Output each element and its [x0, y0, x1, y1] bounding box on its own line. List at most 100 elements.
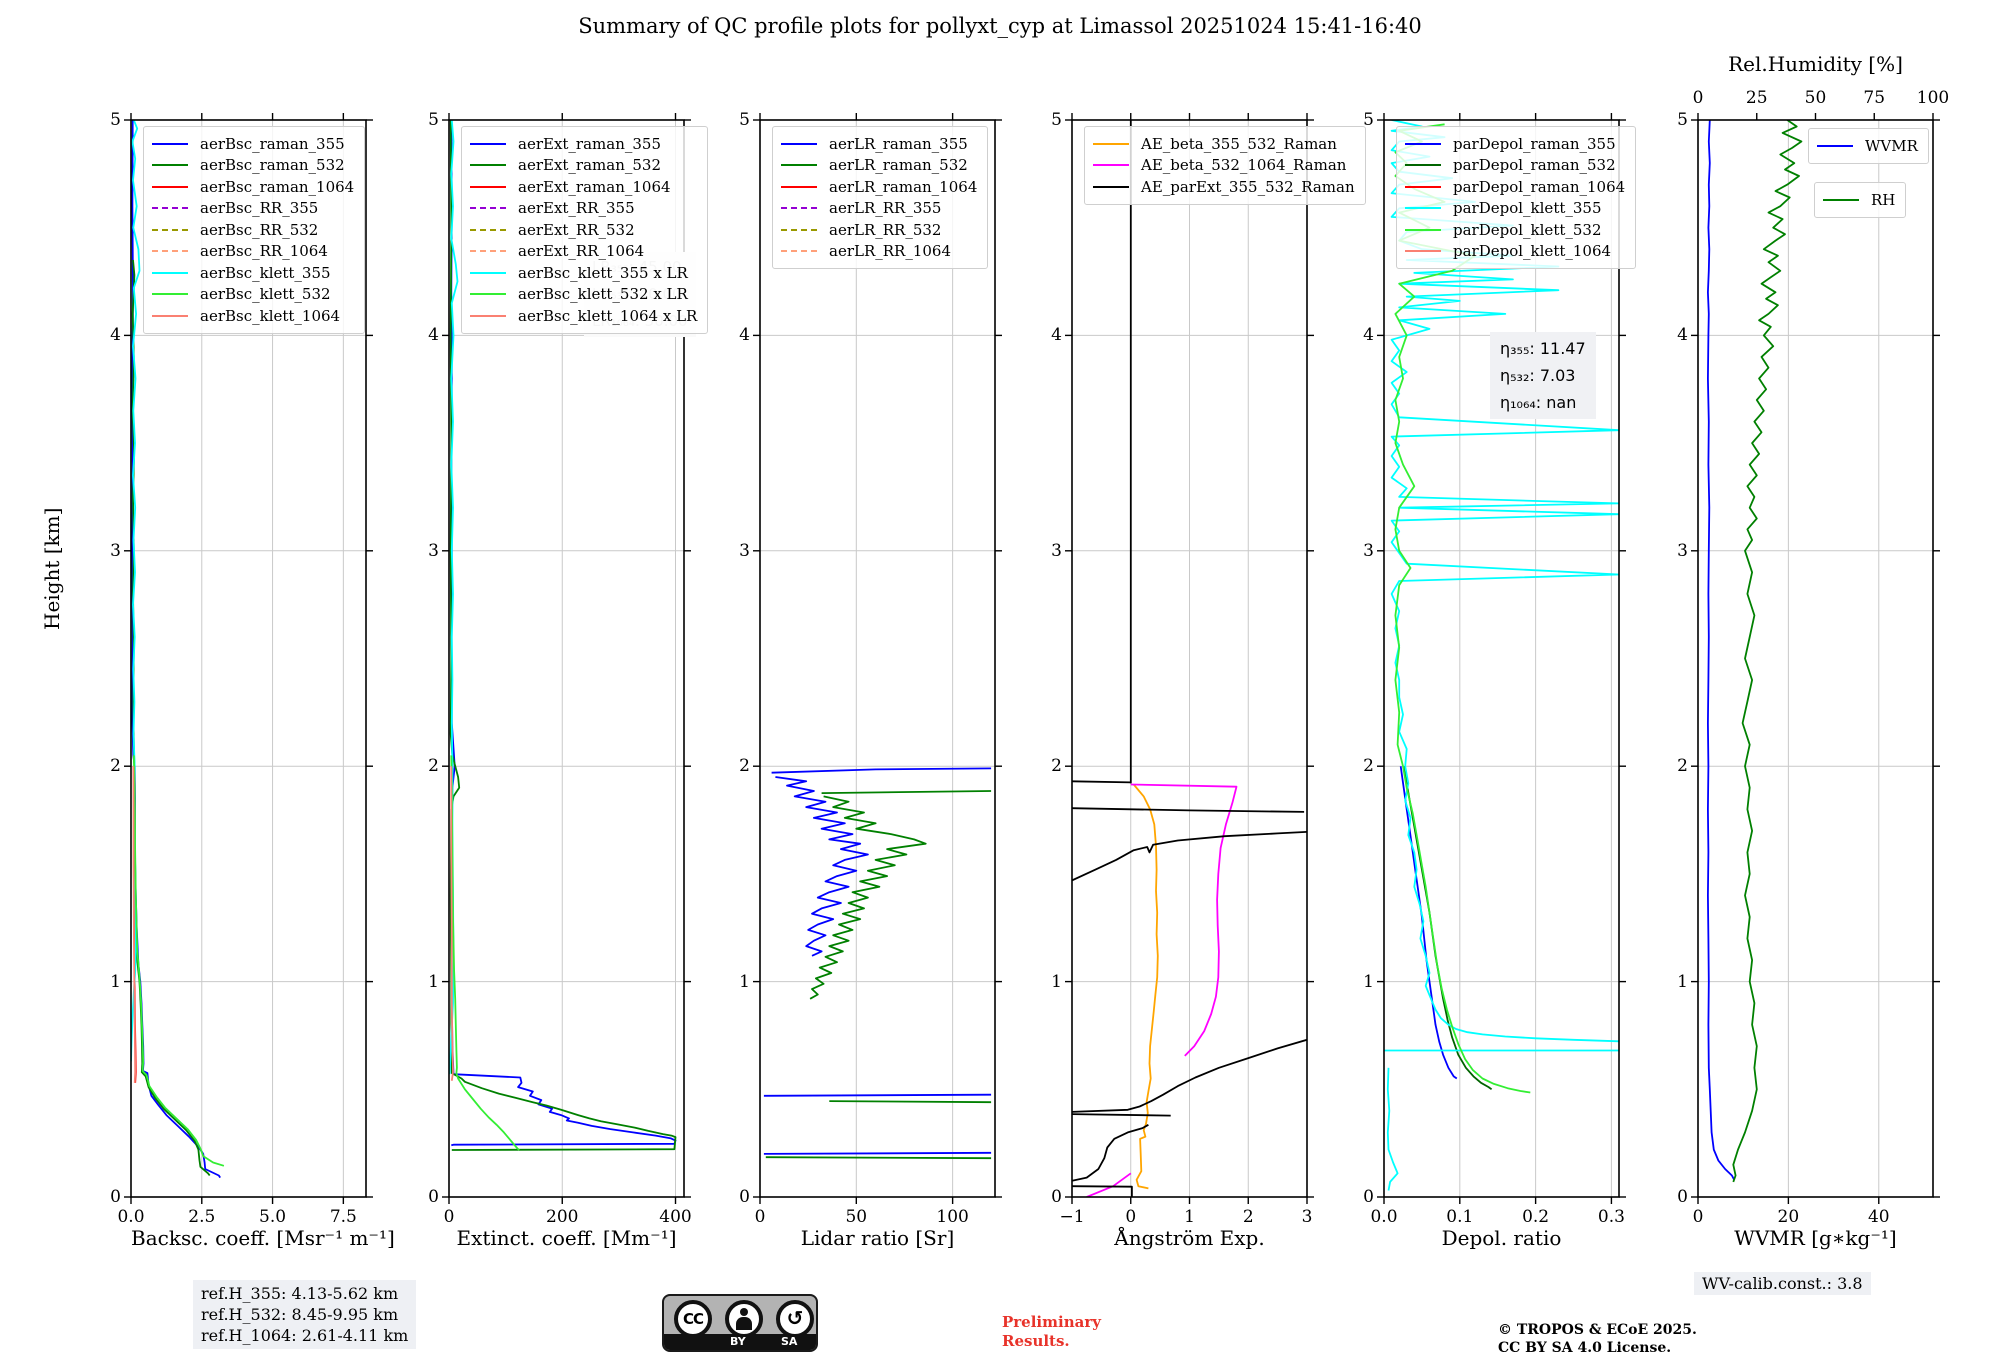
- legend-label: parDepol_raman_532: [1453, 156, 1616, 175]
- cc-badge-strip: BY SA: [664, 1334, 816, 1350]
- y-tick-label: 3: [110, 540, 121, 561]
- y-tick-label: 1: [1363, 971, 1374, 992]
- y-tick-label: 3: [1363, 540, 1374, 561]
- cc-icon: CC: [674, 1300, 712, 1338]
- legend-item: aerLR_RR_355: [781, 198, 977, 220]
- legend-label: aerBsc_RR_355: [200, 199, 319, 218]
- legend-depol: parDepol_raman_355 parDepol_raman_532 parD…: [1396, 126, 1637, 269]
- preliminary-results-note: Preliminary Results.: [1002, 1313, 1101, 1350]
- xlabel-angstrom: Ångström Exp.: [1114, 1226, 1265, 1250]
- eta-values-note: η₃₅₅: 11.47 η₅₃₂: 7.03 η₁₀₆₄: nan: [1490, 332, 1596, 419]
- series-aerLR_raman_355: [771, 767, 992, 774]
- legend-item: parDepol_klett_1064: [1405, 241, 1625, 263]
- legend-label: AE_beta_532_1064_Raman: [1141, 156, 1347, 175]
- y-tick-label: 0: [1363, 1187, 1374, 1207]
- legend-item: parDepol_raman_1064: [1405, 176, 1625, 198]
- series-aerLR_raman_355: [763, 1151, 992, 1155]
- legend-item: aerLR_raman_1064: [781, 176, 977, 198]
- y-tick-label: 5: [739, 110, 750, 130]
- legend-item: aerBsc_klett_355 x LR: [470, 262, 697, 284]
- x-tick-label: 40: [1867, 1207, 1890, 1227]
- legend-label: parDepol_raman_1064: [1453, 177, 1626, 196]
- legend-label: aerBsc_RR_532: [200, 220, 319, 239]
- y-tick-label: 5: [428, 110, 439, 130]
- legend-label: parDepol_raman_355: [1453, 134, 1616, 153]
- cc-sa-label: SA: [781, 1335, 798, 1348]
- top-tick-label: 25: [1745, 88, 1768, 108]
- legend-label: aerExt_raman_1064: [518, 177, 671, 196]
- legend-line-sample: [470, 164, 506, 167]
- chart-lidar_ratio: [753, 113, 1002, 1204]
- legend-item: aerBsc_RR_532: [152, 219, 354, 241]
- y-tick-label: 4: [739, 325, 750, 346]
- y-tick-label: 1: [110, 971, 121, 992]
- x-tick-label: 0.1: [1446, 1207, 1474, 1227]
- y-tick-label: 4: [1051, 325, 1062, 346]
- legend-label: aerExt_raman_355: [518, 134, 661, 153]
- y-tick-label: 5: [1677, 110, 1688, 130]
- legend-item: aerBsc_raman_355: [152, 133, 354, 155]
- legend-wvmr: WVMR: [1808, 128, 1929, 164]
- y-tick-label: 2: [110, 756, 121, 777]
- series-AE_parExt_355_532_Raman: [1072, 1113, 1171, 1117]
- legend-item: aerBsc_klett_532: [152, 284, 354, 306]
- legend-line-sample: [152, 142, 188, 145]
- legend-item: aerBsc_klett_532 x LR: [470, 284, 697, 306]
- legend-label: aerLR_RR_355: [829, 199, 942, 218]
- legend-item: aerExt_RR_355: [470, 198, 697, 220]
- legend-item: aerBsc_klett_1064 x LR: [470, 305, 697, 327]
- copyright-note: © TROPOS & ECoE 2025. CC BY SA 4.0 Licen…: [1498, 1322, 1697, 1356]
- legend-item: aerExt_RR_532: [470, 219, 697, 241]
- legend-label: aerLR_RR_532: [829, 220, 942, 239]
- legend-label: parDepol_klett_1064: [1453, 242, 1612, 261]
- legend-line-sample: [152, 185, 188, 188]
- legend-item: aerBsc_RR_355: [152, 198, 354, 220]
- y-tick-label: 4: [428, 325, 439, 346]
- legend-item: AE_beta_355_532_Raman: [1093, 133, 1355, 155]
- legend-line-sample: [1093, 142, 1129, 145]
- top-axis-label-rh: Rel.Humidity [%]: [1728, 52, 1903, 76]
- cc-sa-arrow-icon: ↺: [776, 1300, 814, 1338]
- wv-calibration-note: WV-calib.const.: 3.8: [1694, 1272, 1871, 1295]
- legend-item: parDepol_raman_355: [1405, 133, 1625, 155]
- legend-line-sample: [470, 142, 506, 145]
- rh-line-sample: [1823, 198, 1859, 201]
- legend-label: aerBsc_raman_532: [200, 156, 345, 175]
- legend-line-sample: [152, 228, 188, 231]
- top-tick-label: 75: [1863, 88, 1886, 108]
- legend-line-sample: [781, 207, 817, 210]
- cc-by-label: BY: [730, 1335, 746, 1348]
- legend-line-sample: [781, 185, 817, 188]
- legend-angstrom: AE_beta_355_532_Raman AE_beta_532_1064_Ra…: [1084, 126, 1366, 205]
- legend-label: aerLR_raman_532: [829, 156, 968, 175]
- legend-item: parDepol_klett_355: [1405, 198, 1625, 220]
- legend-label: aerLR_raman_1064: [829, 177, 978, 196]
- legend-line-sample: [1405, 228, 1441, 231]
- legend-label: aerBsc_klett_532: [200, 285, 331, 304]
- legend-label: aerLR_raman_355: [829, 134, 968, 153]
- y-tick-label: 1: [428, 971, 439, 992]
- legend-label: parDepol_klett_532: [1453, 220, 1602, 239]
- legend-lidar_ratio: aerLR_raman_355 aerLR_raman_532 aerLR_rama…: [772, 126, 989, 269]
- y-tick-label: 4: [1363, 325, 1374, 346]
- xlabel-backscatter: Backsc. coeff. [Msr⁻¹ m⁻¹]: [131, 1226, 395, 1250]
- legend-line-sample: [1093, 164, 1129, 167]
- series-aerLR_raman_532: [765, 1156, 992, 1160]
- series-aerLR_raman_532: [829, 1100, 992, 1104]
- legend-label: aerBsc_klett_355: [200, 263, 331, 282]
- legend-line-sample: [470, 207, 506, 210]
- legend-label: aerBsc_klett_1064: [200, 306, 341, 325]
- x-tick-label: 3: [1301, 1207, 1313, 1227]
- y-tick-label: 3: [739, 540, 750, 561]
- y-tick-label: 1: [1051, 971, 1062, 992]
- series-aerLR_raman_532: [821, 790, 992, 794]
- y-tick-label: 0: [1051, 1187, 1062, 1207]
- legend-item: WVMR: [1817, 135, 1918, 157]
- y-tick-label: 5: [1363, 110, 1374, 130]
- x-tick-label: 100: [936, 1207, 969, 1227]
- series-parDepol_raman_532: [1402, 766, 1493, 1091]
- series-RH: [1732, 120, 1803, 1183]
- legend-item: aerBsc_RR_1064: [152, 241, 354, 263]
- x-tick-label: 1: [1184, 1207, 1195, 1227]
- x-tick-label: −1: [1059, 1207, 1085, 1227]
